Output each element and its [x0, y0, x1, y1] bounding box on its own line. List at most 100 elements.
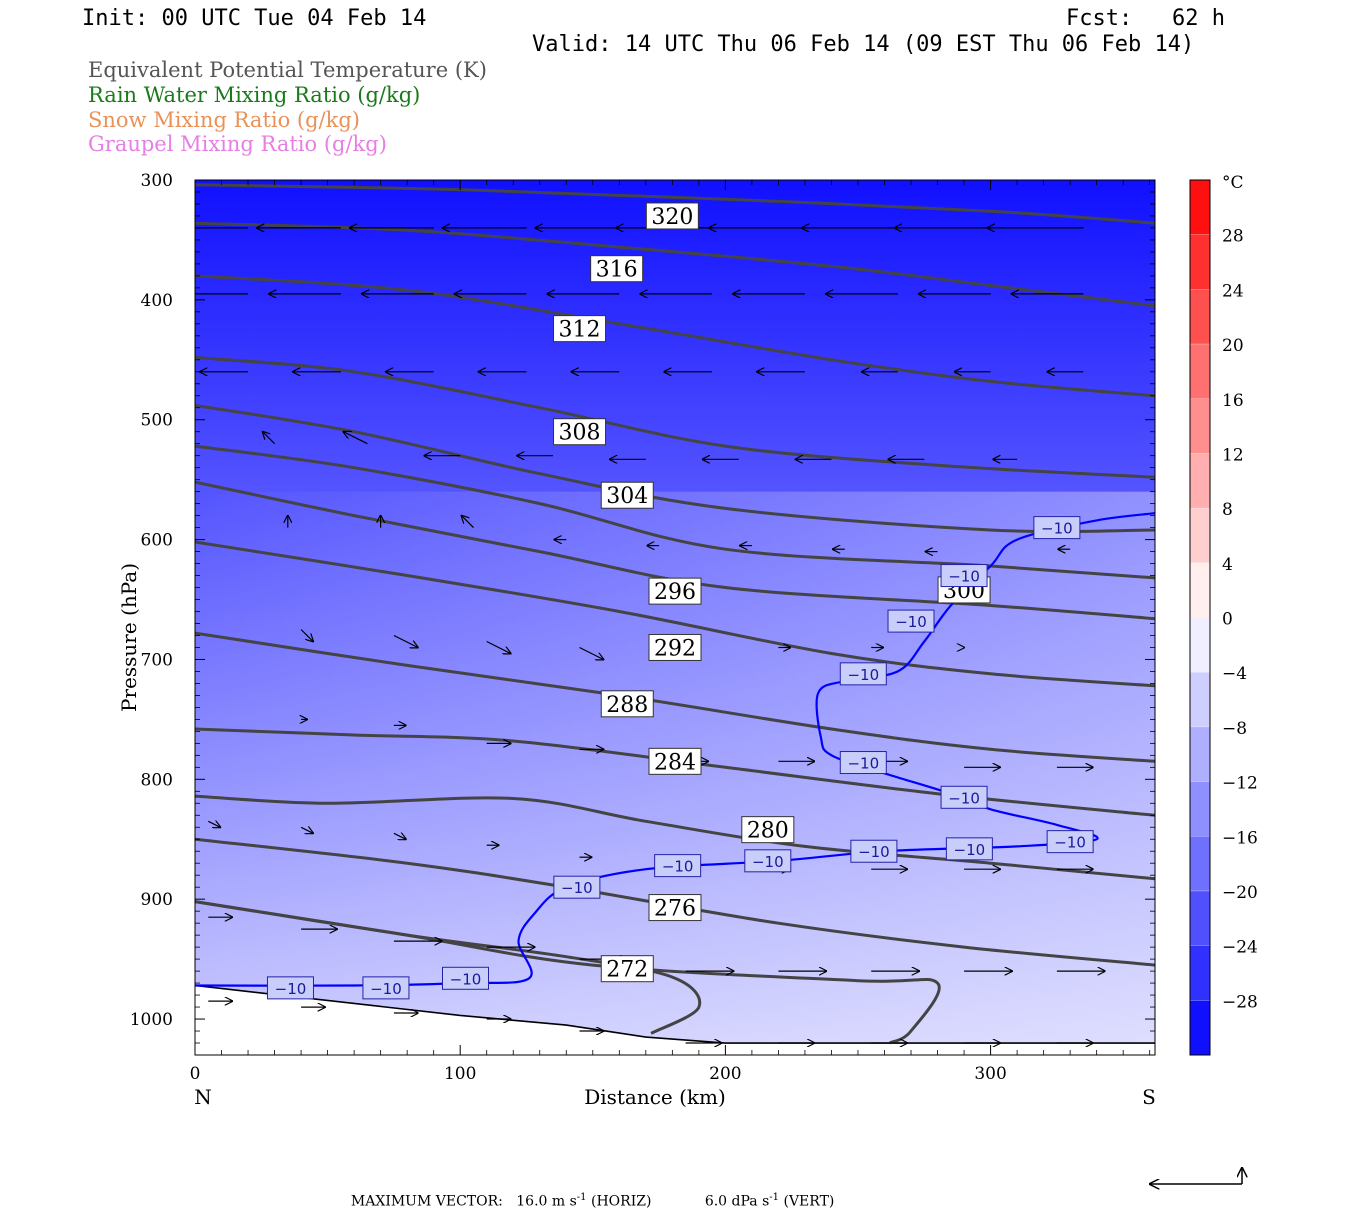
isotherm-label-box [266, 976, 314, 1000]
colorbar-tick-label: −4 [1222, 664, 1247, 684]
isotherm-label: −10 [1054, 834, 1086, 852]
plot-frame [194, 179, 1156, 1056]
isotherm-label-box [850, 839, 898, 863]
isotherm-label: −10 [1041, 520, 1073, 538]
horiz-tag: (HORIZ) [591, 1193, 652, 1210]
isotherm-label-box [744, 849, 792, 873]
theta-e-label-box [553, 418, 607, 446]
colorbar-segment [1190, 180, 1210, 236]
theta-e-label: 284 [654, 750, 696, 775]
field-label-theta-e: Equivalent Potential Temperature (K) [88, 58, 487, 82]
isotherm-label: −10 [895, 613, 927, 631]
colorbar-segment [1190, 1000, 1210, 1056]
reference-vector-icon [1150, 1168, 1242, 1184]
theta-e-contour-300 [195, 444, 1155, 580]
isotherm-label-box [1046, 830, 1094, 854]
colorbar-tick-label: 24 [1222, 281, 1244, 301]
isotherm-label: −10 [847, 666, 879, 684]
isotherm-label-box [1033, 516, 1081, 540]
colorbar-segment [1190, 234, 1210, 290]
wind-vector [486, 640, 511, 654]
contour-labels: 320316312308304300296292288284280276272−… [266, 202, 1094, 1000]
x-axis-label: Distance (km) [584, 1085, 726, 1109]
horiz-value: 16.0 m s [516, 1193, 577, 1210]
wind-vector [208, 821, 220, 827]
isotherm-label: −10 [662, 858, 694, 876]
colorbar-segment [1190, 945, 1210, 1001]
theta-e-label-box [553, 315, 607, 343]
colorbar-tick-label: −20 [1222, 883, 1258, 903]
wind-vector [462, 516, 474, 529]
theta-e-label-box [741, 816, 795, 844]
colorbar: 28 24 20 16 12 8 4 0 −4 −8 −12 −16 −20 −24 −28 °C [1189, 173, 1258, 1056]
isotherm-label: −10 [450, 970, 482, 988]
colorbar-tick-label: 8 [1222, 500, 1233, 520]
isotherm-label: −10 [858, 843, 890, 861]
theta-e-contour-308 [195, 355, 1155, 479]
theta-e-label: 316 [596, 258, 638, 283]
theta-e-label-box [648, 894, 702, 922]
colorbar-segment [1190, 508, 1210, 564]
wind-vectors [195, 228, 1105, 1043]
colorbar-segment [1190, 398, 1210, 454]
max-vector-label: MAXIMUM VECTOR: [350, 1193, 503, 1210]
vert-value: 6.0 dPa s [704, 1193, 770, 1210]
isotherm-label-box [839, 662, 887, 686]
isotherm-label-box [362, 976, 410, 1000]
wind-vector [579, 646, 604, 660]
colorbar-segment [1190, 726, 1210, 783]
vert-exponent: -1 [769, 1192, 780, 1203]
isotherm-label-box [887, 609, 935, 633]
isotherm-label-box [940, 785, 988, 809]
colorbar-segment [1190, 836, 1210, 892]
theta-e-label-box [600, 955, 654, 983]
colorbar-tick-label: 20 [1222, 336, 1244, 356]
y-tick-label: 700 [141, 650, 173, 670]
theta-e-contour-320 [195, 183, 1155, 225]
wind-vector [300, 629, 313, 642]
theta-e-label: 308 [559, 421, 601, 446]
theta-e-label-box [648, 577, 702, 605]
isotherm-label: −10 [752, 853, 784, 871]
footer-max-vector: MAXIMUM VECTOR: 16.0 m s-1 (HORIZ) 6.0 d… [342, 1176, 834, 1210]
colorbar-segment [1190, 453, 1210, 509]
horiz-exponent: -1 [576, 1192, 587, 1203]
wind-vector [393, 833, 406, 839]
colorbar-segment [1190, 344, 1210, 400]
init-time-text: Init: 00 UTC Tue 04 Feb 14 [82, 6, 427, 31]
isotherm-label: −10 [561, 879, 593, 897]
theta-e-label: 280 [747, 819, 789, 844]
theta-e-label: 292 [654, 636, 696, 661]
wind-vector [300, 827, 313, 833]
isotherm-label-box [654, 854, 702, 878]
y-tick-label: 300 [141, 171, 173, 191]
x-tick-label: 100 [444, 1064, 476, 1084]
theta-e-label: 288 [606, 693, 648, 718]
colorbar-tick-label: 16 [1222, 391, 1244, 411]
y-axis-label: Pressure (hPa) [117, 563, 141, 712]
theta-e-label-box [645, 202, 699, 230]
isotherm-label-box [441, 966, 489, 990]
y-tick-label: 500 [141, 411, 173, 431]
theta-e-contour-288 [195, 631, 1155, 763]
wind-vector [343, 432, 368, 445]
theta-e-label: 272 [606, 958, 648, 983]
theta-e-label-box [590, 255, 644, 283]
theta-e-label: 296 [654, 580, 696, 605]
isotherm-label: −10 [370, 980, 402, 998]
colorbar-tick-label: −16 [1222, 828, 1258, 848]
colorbar-tick-label: 0 [1222, 610, 1233, 630]
valid-time-text: Valid: 14 UTC Thu 06 Feb 14 (09 EST Thu … [532, 32, 1195, 57]
colorbar-tick-label: −12 [1222, 774, 1258, 794]
colorbar-segment [1190, 562, 1210, 618]
isotherm-label: −10 [954, 841, 986, 859]
theta-e-label-box [600, 481, 654, 509]
colorbar-frame [1189, 179, 1211, 1056]
colorbar-tick-label: 4 [1222, 555, 1233, 575]
colorbar-segment [1190, 781, 1210, 837]
theta-e-contour-280 [195, 794, 1155, 881]
theta-e-label-box [648, 747, 702, 775]
colorbar-tick-label: −28 [1222, 992, 1258, 1012]
colorbar-tick-label: 28 [1222, 227, 1244, 247]
